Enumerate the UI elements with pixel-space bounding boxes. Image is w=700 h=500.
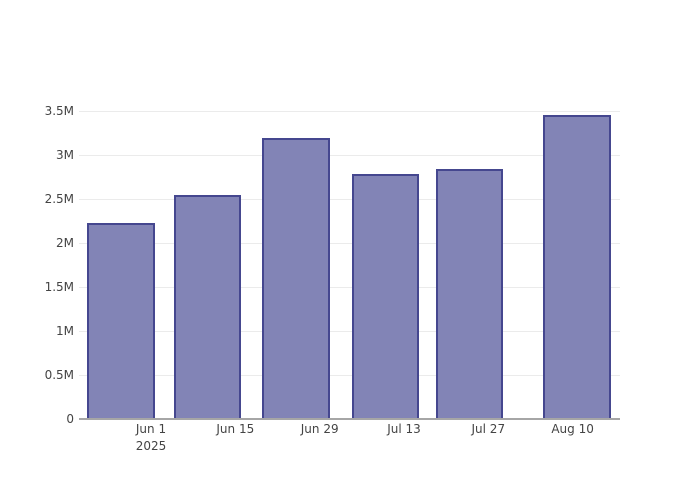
gridline xyxy=(79,331,620,332)
x-axis-tick-label: Jun 29 xyxy=(300,422,339,436)
y-axis-tick-label: 0 xyxy=(66,412,74,426)
gridline xyxy=(79,287,620,288)
x-axis-tick-label: Jun 15 xyxy=(216,422,255,436)
bar-jul-27[interactable] xyxy=(435,168,504,420)
bar-jun-1[interactable] xyxy=(87,223,155,420)
gridline xyxy=(79,375,620,376)
x-axis-tick-label: Jul 13 xyxy=(387,422,421,436)
bar-jun-29[interactable] xyxy=(262,137,330,420)
gridline xyxy=(79,155,620,156)
x-axis-tick-label: Jun 1 2025 xyxy=(135,422,167,453)
y-axis-tick-label: 2M xyxy=(56,236,74,250)
y-axis-tick-label: 2.5M xyxy=(44,192,74,206)
y-axis-tick-label: 0.5M xyxy=(44,368,74,382)
y-axis-tick-label: 1M xyxy=(56,324,74,338)
y-axis-tick-label: 3M xyxy=(56,148,74,162)
gridline xyxy=(79,243,620,244)
bar-jul-13[interactable] xyxy=(351,174,420,420)
x-axis-tick-label: Jul 27 xyxy=(471,422,506,436)
gridline xyxy=(79,111,620,112)
bar-aug-10[interactable] xyxy=(543,115,611,420)
y-axis-tick-label: 3.5M xyxy=(44,104,74,118)
gridline xyxy=(79,199,620,200)
x-axis-line xyxy=(79,418,620,420)
y-axis-tick-label: 1.5M xyxy=(44,280,74,294)
x-axis-tick-label: Aug 10 xyxy=(551,422,594,436)
bar-jun-15[interactable] xyxy=(173,195,242,420)
